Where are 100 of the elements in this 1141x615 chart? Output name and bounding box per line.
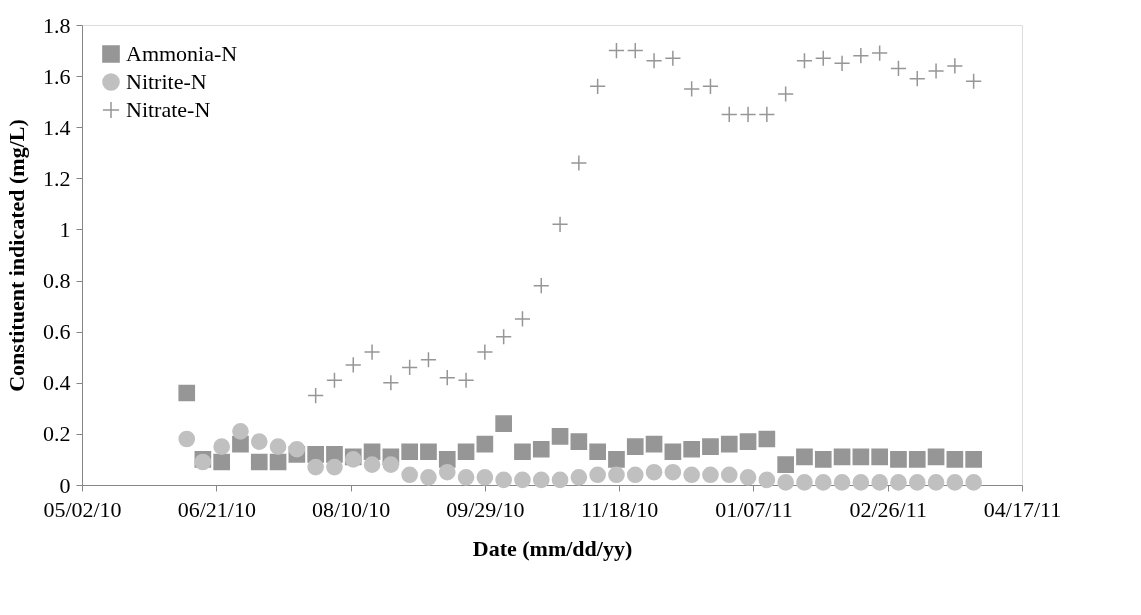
- point: [589, 443, 606, 461]
- point: [833, 55, 851, 72]
- point: [178, 384, 196, 402]
- point: [344, 356, 362, 374]
- point: [476, 343, 494, 361]
- point: [720, 106, 738, 123]
- point: [213, 453, 230, 471]
- point: [758, 471, 776, 489]
- point: [683, 440, 700, 458]
- point: [908, 474, 926, 491]
- point: [852, 474, 870, 491]
- point: [965, 72, 982, 90]
- point: [363, 343, 381, 361]
- point: [758, 430, 776, 448]
- point: [720, 435, 738, 453]
- point: [758, 106, 776, 123]
- point: [664, 49, 682, 67]
- point: [833, 474, 851, 491]
- point: [814, 474, 832, 491]
- point: [495, 328, 512, 346]
- point: [514, 443, 531, 461]
- point: [232, 423, 249, 440]
- point: [702, 78, 719, 95]
- point: [307, 387, 324, 404]
- point: [871, 44, 888, 62]
- point: [608, 451, 625, 468]
- point: [777, 456, 794, 473]
- point: [457, 469, 475, 486]
- point: [551, 216, 569, 233]
- point: [250, 453, 268, 471]
- x-tick-label: 05/02/10: [43, 496, 122, 522]
- point: [796, 448, 813, 466]
- y-tick-label: 0.6: [43, 319, 71, 345]
- point: [626, 466, 644, 484]
- x-tick-label: 01/07/11: [715, 496, 793, 522]
- y-tick-label: 0.4: [43, 370, 71, 396]
- point: [890, 60, 907, 77]
- point: [326, 458, 343, 476]
- y-tick-label: 1: [59, 216, 71, 242]
- point: [213, 438, 230, 455]
- point: [551, 428, 569, 445]
- y-tick-label: 1.2: [43, 165, 71, 191]
- point: [307, 458, 324, 476]
- point: [871, 474, 888, 491]
- point: [739, 106, 757, 123]
- y-tick-label: 0: [59, 472, 71, 498]
- point: [495, 471, 512, 489]
- point: [250, 433, 268, 450]
- point: [645, 52, 663, 70]
- x-tick-label: 08/10/10: [311, 496, 391, 522]
- point: [927, 448, 945, 466]
- point: [777, 85, 794, 103]
- point: [401, 359, 418, 376]
- point: [739, 433, 757, 450]
- point: [814, 451, 832, 468]
- point: [269, 438, 287, 455]
- point: [570, 154, 588, 172]
- point: [871, 448, 888, 466]
- point: [664, 463, 682, 481]
- point: [965, 451, 982, 468]
- x-tick-label: 02/26/11: [849, 496, 927, 522]
- point: [269, 453, 287, 471]
- y-tick-label: 1.4: [43, 114, 71, 140]
- x-tick-label: 06/21/10: [177, 496, 256, 522]
- point: [946, 474, 964, 491]
- point: [645, 463, 663, 481]
- legend-label: Nitrate-N: [126, 97, 211, 122]
- point: [401, 466, 418, 484]
- y-tick-label: 1.8: [43, 12, 71, 38]
- y-tick-label: 0.2: [43, 421, 71, 447]
- point: [946, 451, 964, 468]
- point: [288, 440, 306, 458]
- x-tick-label: 11/18/10: [580, 496, 659, 522]
- point: [908, 70, 926, 87]
- y-tick-label: 0.8: [43, 268, 71, 294]
- point: [532, 471, 550, 489]
- point: [326, 371, 343, 389]
- point: [382, 374, 400, 392]
- point: [363, 456, 381, 473]
- legend-label: Ammonia-N: [126, 41, 238, 66]
- point: [438, 369, 456, 386]
- x-tick-label: 09/29/10: [446, 496, 525, 522]
- point: [589, 466, 606, 484]
- point: [833, 448, 851, 466]
- point: [946, 57, 964, 75]
- point: [702, 438, 719, 455]
- point: [438, 463, 456, 481]
- y-axis-title: Constituent indicated (mg/L): [4, 119, 29, 392]
- legend-label: Nitrite-N: [126, 69, 207, 94]
- point: [664, 443, 682, 461]
- point: [852, 448, 870, 466]
- point: [927, 474, 945, 491]
- x-tick-label: 04/17/11: [983, 496, 1062, 522]
- point: [420, 351, 437, 369]
- point: [570, 433, 588, 450]
- point: [777, 474, 794, 491]
- point: [532, 440, 550, 458]
- point: [645, 435, 663, 453]
- point: [178, 430, 196, 448]
- y-tick-label: 1.6: [43, 63, 71, 89]
